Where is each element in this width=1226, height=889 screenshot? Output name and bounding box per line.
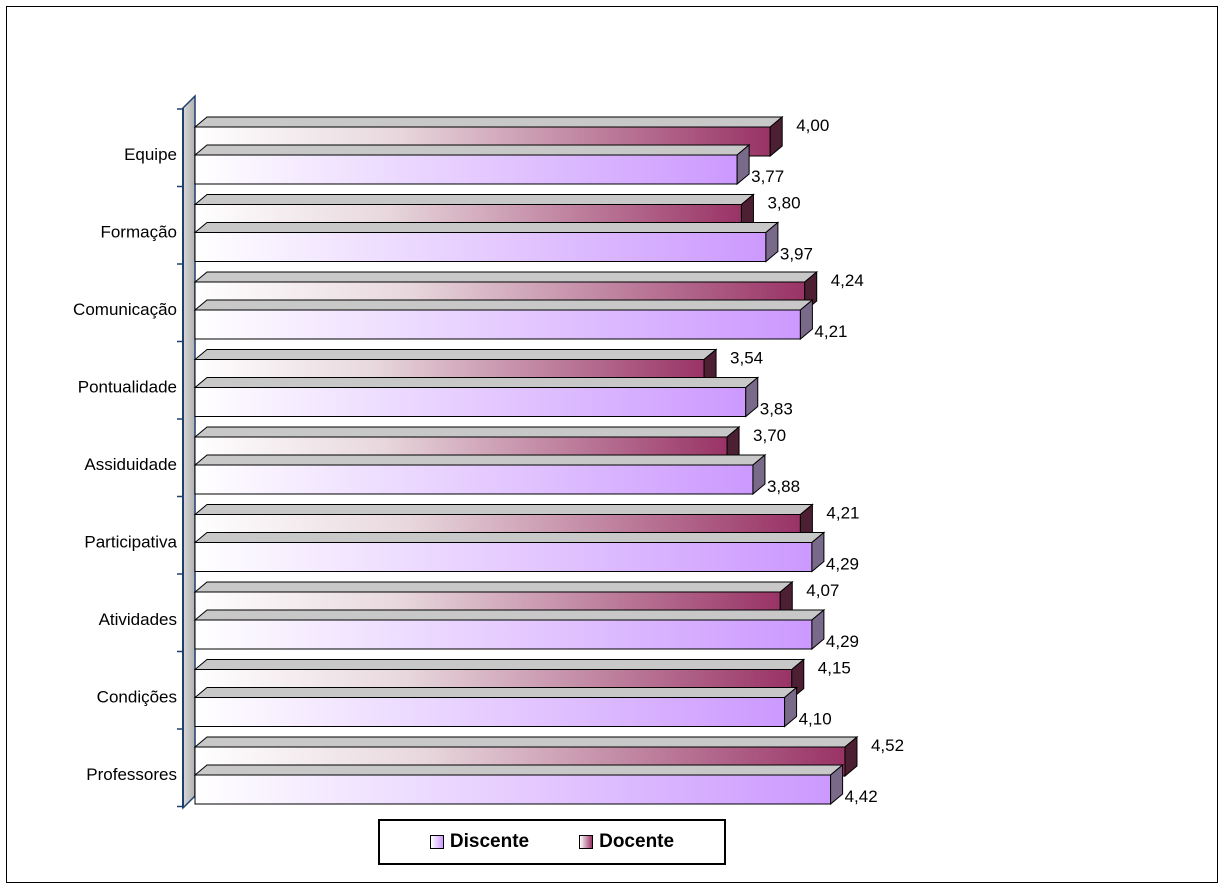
data-label-docente: 4,00 xyxy=(796,116,829,135)
category-label: Comunicação xyxy=(73,300,177,319)
legend-item-discente: Discente xyxy=(429,831,530,853)
data-label-discente: 4,10 xyxy=(799,710,832,729)
data-label-docente: 4,24 xyxy=(831,271,864,290)
data-label-discente: 3,77 xyxy=(751,167,784,186)
data-label-discente: 4,42 xyxy=(845,787,878,806)
category-label: Equipe xyxy=(124,145,177,164)
legend-label-discente: Discente xyxy=(449,831,530,852)
data-label-docente: 4,52 xyxy=(871,736,904,755)
data-label-docente: 4,07 xyxy=(806,581,839,600)
labels-layer: Equipe Formação Comunicação Pontualidade Ass… xyxy=(73,116,904,806)
category-label: Assiduidade xyxy=(84,455,177,474)
bar-discente xyxy=(193,608,826,651)
category-label: Condições xyxy=(97,688,177,707)
data-label-docente: 3,80 xyxy=(767,194,800,213)
bar-discente xyxy=(193,143,751,186)
bar-discente xyxy=(193,376,760,418)
bar-discente xyxy=(193,453,767,496)
category-label: Pontualidade xyxy=(78,378,177,397)
data-label-discente: 4,21 xyxy=(814,322,847,341)
legend: Discente Docente xyxy=(378,819,726,865)
legend-label-docente: Docente xyxy=(599,831,675,852)
legend-swatch-discente xyxy=(429,835,444,849)
data-label-discente: 4,29 xyxy=(826,632,859,651)
bar-discente xyxy=(193,531,826,573)
legend-swatch-docente xyxy=(579,835,594,849)
axis-wall xyxy=(182,94,196,810)
bar-discente xyxy=(193,221,780,263)
legend-item-docente: Docente xyxy=(579,831,674,853)
data-label-discente: 3,83 xyxy=(760,400,793,419)
bar-discente xyxy=(193,686,798,728)
data-label-discente: 3,88 xyxy=(767,477,800,496)
category-label: Atividades xyxy=(99,610,177,629)
bar-discente xyxy=(193,763,844,806)
bars-layer xyxy=(193,115,859,806)
category-label: Formação xyxy=(100,223,177,242)
data-label-docente: 3,54 xyxy=(730,349,763,368)
data-label-docente: 4,15 xyxy=(818,659,851,678)
bar-discente xyxy=(193,298,814,341)
data-label-discente: 4,29 xyxy=(826,555,859,574)
data-label-discente: 3,97 xyxy=(780,245,813,264)
category-label: Participativa xyxy=(84,533,177,552)
data-label-docente: 3,70 xyxy=(753,426,786,445)
category-label: Professores xyxy=(86,765,177,784)
data-label-docente: 4,21 xyxy=(826,504,859,523)
axis-layer xyxy=(177,94,196,810)
